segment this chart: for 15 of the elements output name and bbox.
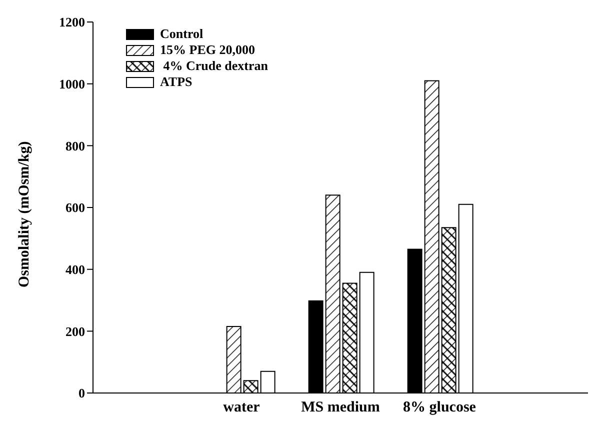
x-tick-label: 8% glucose bbox=[403, 400, 476, 416]
y-tick-label: 1200 bbox=[59, 14, 85, 30]
y-tick-label: 200 bbox=[66, 324, 85, 339]
y-tick-label: 1000 bbox=[59, 76, 85, 92]
legend-label: 15% PEG 20,000 bbox=[160, 42, 255, 58]
legend-label: 4% Crude dextran bbox=[162, 58, 268, 74]
y-tick-label: 400 bbox=[66, 262, 85, 277]
x-tick-label: water bbox=[223, 400, 260, 416]
legend-label: ATPS bbox=[160, 74, 192, 90]
x-tick-label: MS medium bbox=[301, 400, 380, 416]
legend-label: Control bbox=[160, 26, 204, 42]
y-axis-title: Osmolality (mOsm/kg) bbox=[16, 141, 32, 288]
y-tick-label: 0 bbox=[78, 386, 85, 401]
y-tick-label: 800 bbox=[66, 138, 85, 154]
y-tick-label: 600 bbox=[66, 200, 85, 216]
